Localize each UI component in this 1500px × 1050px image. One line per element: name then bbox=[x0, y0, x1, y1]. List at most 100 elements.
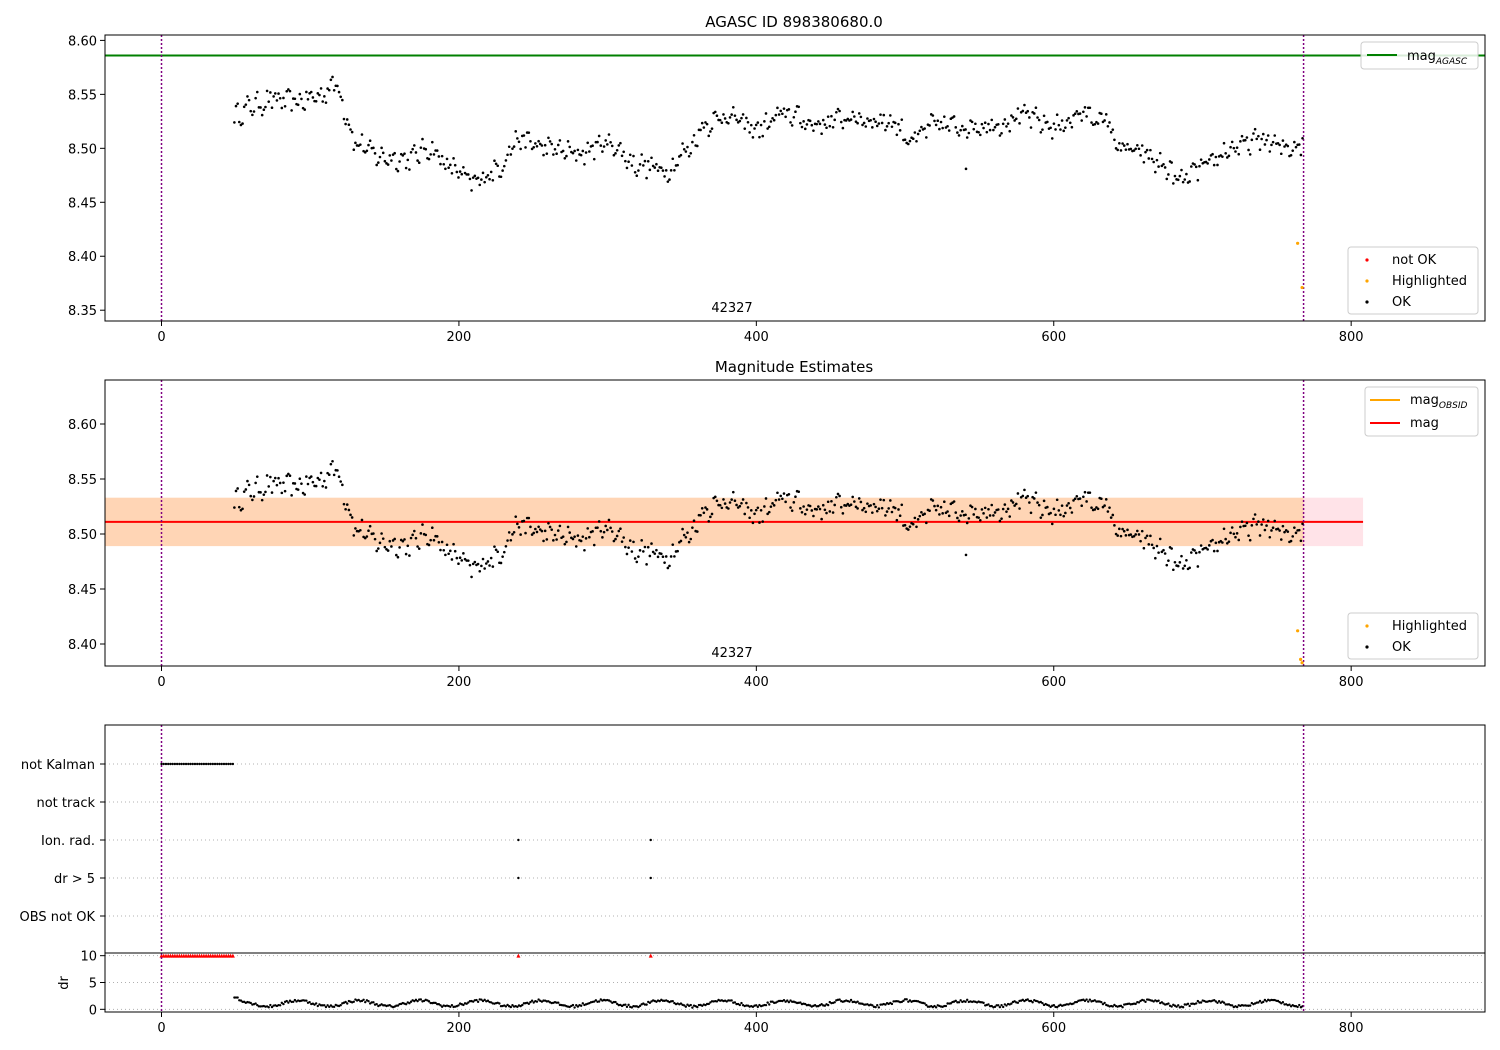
legend2-highlighted-marker bbox=[1365, 624, 1369, 628]
flag-point bbox=[202, 762, 206, 766]
ok-point bbox=[381, 537, 385, 540]
ok-point bbox=[1165, 177, 1169, 181]
ok-point bbox=[1070, 125, 1074, 129]
ok-point bbox=[1003, 118, 1007, 121]
ok-point bbox=[478, 183, 482, 187]
ok-point bbox=[331, 459, 334, 463]
ok-point bbox=[964, 513, 967, 517]
ok-point bbox=[781, 112, 784, 116]
ok-point bbox=[540, 144, 544, 147]
ok-point bbox=[561, 535, 565, 538]
ok-point bbox=[915, 139, 918, 143]
ok-point bbox=[270, 106, 274, 109]
ok-point bbox=[1001, 122, 1005, 126]
ok-point bbox=[545, 538, 549, 541]
x-tick-label: 200 bbox=[447, 1021, 472, 1036]
ok-point bbox=[514, 515, 518, 518]
ok-point bbox=[980, 122, 984, 126]
dr-point bbox=[408, 1002, 411, 1005]
ok-point bbox=[769, 120, 773, 123]
dr-point bbox=[1005, 1004, 1008, 1007]
ok-point bbox=[1157, 165, 1160, 168]
ok-point bbox=[296, 488, 300, 491]
dr-point bbox=[532, 1001, 535, 1004]
dr-point bbox=[1052, 1004, 1056, 1007]
ok-point bbox=[817, 505, 820, 508]
ok-point bbox=[470, 189, 473, 192]
ok-point bbox=[265, 89, 269, 93]
ok-point bbox=[936, 119, 940, 123]
ok-point bbox=[946, 510, 949, 513]
ok-point bbox=[925, 136, 928, 139]
ok-point bbox=[696, 530, 699, 533]
ok-point bbox=[748, 131, 751, 134]
dr-point bbox=[1186, 1002, 1190, 1006]
ok-point bbox=[903, 523, 907, 527]
ok-point bbox=[918, 514, 922, 518]
ok-point bbox=[460, 559, 464, 562]
agasc-panel-marks bbox=[105, 35, 1485, 321]
ok-point bbox=[1050, 522, 1054, 526]
dr-point bbox=[278, 1004, 282, 1007]
dr-point bbox=[993, 1005, 997, 1009]
flag-point bbox=[209, 762, 212, 766]
ok-point bbox=[638, 549, 642, 552]
estimates-panel-frame bbox=[104, 379, 1486, 667]
flag-point bbox=[178, 762, 181, 766]
ok-point bbox=[972, 513, 976, 516]
ok-point bbox=[329, 462, 333, 466]
ok-point bbox=[1225, 542, 1229, 545]
ok-point bbox=[561, 149, 565, 153]
ok-point bbox=[496, 550, 500, 554]
dr-point bbox=[959, 999, 962, 1002]
estimates-line-legend: magOBSID mag bbox=[1364, 386, 1479, 437]
ok-point bbox=[1065, 504, 1069, 507]
ok-point bbox=[377, 161, 380, 164]
ok-point bbox=[869, 118, 872, 122]
ok-point bbox=[592, 543, 596, 547]
ok-point bbox=[877, 507, 881, 511]
ok-point bbox=[1106, 124, 1110, 128]
ok-point bbox=[1055, 113, 1059, 117]
ok-point bbox=[889, 499, 892, 502]
dr-point bbox=[409, 1000, 413, 1003]
ok-point bbox=[1208, 544, 1211, 547]
ok-point bbox=[450, 558, 454, 561]
ok-point bbox=[1060, 119, 1064, 122]
y-tick-label: 0 bbox=[89, 1003, 97, 1018]
ok-point bbox=[700, 121, 704, 125]
ok-point bbox=[576, 534, 580, 537]
ok-point bbox=[1065, 119, 1069, 122]
ok-point bbox=[1129, 533, 1133, 536]
ok-point bbox=[324, 486, 328, 489]
dr-point bbox=[1199, 1001, 1203, 1004]
ok-point bbox=[480, 178, 483, 181]
ok-point bbox=[514, 130, 518, 133]
ok-point bbox=[237, 505, 241, 509]
ok-point bbox=[241, 507, 244, 511]
ok-point bbox=[553, 147, 557, 151]
ok-point bbox=[473, 174, 477, 178]
ok-point bbox=[1111, 128, 1115, 131]
dr-point bbox=[933, 1004, 936, 1008]
ok-point bbox=[342, 502, 346, 506]
ok-point bbox=[1289, 153, 1293, 157]
ok-point bbox=[473, 560, 477, 564]
ok-point bbox=[502, 550, 506, 554]
ok-point bbox=[928, 124, 931, 127]
ok-point bbox=[447, 166, 450, 169]
ok-point bbox=[1118, 141, 1121, 145]
ok-point bbox=[280, 106, 284, 110]
ok-point bbox=[702, 126, 706, 129]
ok-point bbox=[993, 511, 997, 514]
ok-point bbox=[978, 133, 982, 137]
ok-point bbox=[470, 575, 473, 579]
ok-point bbox=[287, 88, 290, 91]
ok-point bbox=[287, 472, 290, 476]
ok-point bbox=[1145, 148, 1149, 152]
ok-point bbox=[916, 518, 920, 521]
flag-point bbox=[187, 762, 190, 766]
ok-point bbox=[1068, 506, 1072, 510]
ok-point bbox=[1014, 117, 1018, 121]
ok-point bbox=[1273, 134, 1277, 137]
